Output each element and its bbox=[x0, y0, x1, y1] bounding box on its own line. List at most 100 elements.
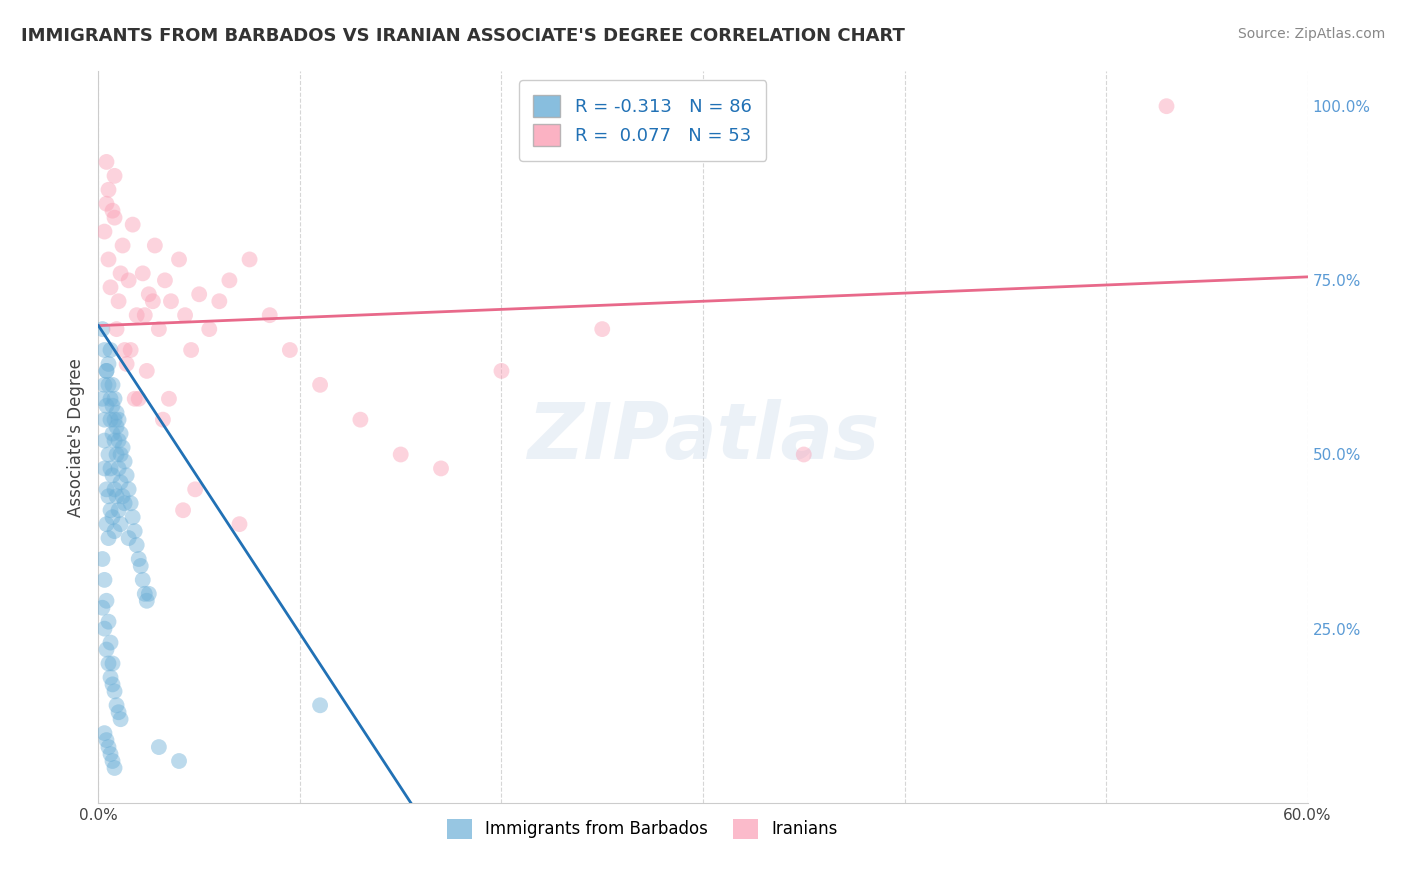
Point bbox=[107, 705, 129, 719]
Point bbox=[96, 364, 118, 378]
Point bbox=[93, 377, 115, 392]
Point bbox=[309, 698, 332, 713]
Point bbox=[125, 538, 148, 552]
Point bbox=[114, 454, 136, 468]
Point bbox=[111, 441, 134, 455]
Point bbox=[208, 294, 231, 309]
Point bbox=[153, 273, 176, 287]
Point bbox=[103, 524, 125, 538]
Point bbox=[103, 412, 125, 426]
Point bbox=[135, 364, 157, 378]
Point bbox=[128, 392, 150, 406]
Point bbox=[96, 483, 118, 497]
Point bbox=[157, 392, 180, 406]
Point bbox=[93, 412, 115, 426]
Point bbox=[96, 155, 118, 169]
Point bbox=[101, 657, 124, 671]
Point bbox=[101, 377, 124, 392]
Point bbox=[97, 615, 120, 629]
Point bbox=[114, 343, 136, 357]
Point bbox=[132, 573, 155, 587]
Point bbox=[110, 448, 132, 462]
Point bbox=[167, 754, 190, 768]
Point bbox=[389, 448, 412, 462]
Point bbox=[172, 503, 194, 517]
Point bbox=[96, 733, 118, 747]
Point bbox=[430, 461, 453, 475]
Point bbox=[100, 412, 122, 426]
Point bbox=[152, 412, 174, 426]
Point bbox=[93, 573, 115, 587]
Point bbox=[105, 419, 128, 434]
Point bbox=[105, 322, 128, 336]
Point bbox=[349, 412, 371, 426]
Point bbox=[100, 670, 122, 684]
Point bbox=[118, 273, 141, 287]
Point bbox=[97, 740, 120, 755]
Point bbox=[120, 343, 142, 357]
Point bbox=[97, 377, 120, 392]
Point bbox=[96, 594, 118, 608]
Point bbox=[138, 587, 160, 601]
Point bbox=[110, 266, 132, 280]
Point bbox=[100, 503, 122, 517]
Point bbox=[93, 434, 115, 448]
Point bbox=[100, 343, 122, 357]
Point bbox=[218, 273, 240, 287]
Point bbox=[103, 761, 125, 775]
Point bbox=[97, 448, 120, 462]
Point bbox=[97, 357, 120, 371]
Point bbox=[93, 225, 115, 239]
Point bbox=[101, 426, 124, 441]
Point bbox=[101, 754, 124, 768]
Point bbox=[97, 657, 120, 671]
Point bbox=[97, 531, 120, 545]
Point bbox=[124, 392, 146, 406]
Point bbox=[107, 434, 129, 448]
Point bbox=[278, 343, 301, 357]
Y-axis label: Associate's Degree: Associate's Degree bbox=[66, 358, 84, 516]
Point bbox=[103, 684, 125, 698]
Point bbox=[198, 322, 221, 336]
Point bbox=[93, 622, 115, 636]
Point bbox=[180, 343, 202, 357]
Point bbox=[91, 552, 114, 566]
Point bbox=[93, 343, 115, 357]
Point bbox=[124, 524, 146, 538]
Point bbox=[115, 357, 138, 371]
Point bbox=[118, 531, 141, 545]
Point bbox=[121, 218, 143, 232]
Point bbox=[91, 392, 114, 406]
Point bbox=[134, 587, 156, 601]
Point bbox=[114, 496, 136, 510]
Point bbox=[148, 740, 170, 755]
Point bbox=[167, 252, 190, 267]
Point bbox=[103, 434, 125, 448]
Point bbox=[101, 399, 124, 413]
Point bbox=[100, 280, 122, 294]
Point bbox=[118, 483, 141, 497]
Point bbox=[105, 406, 128, 420]
Point bbox=[101, 203, 124, 218]
Point bbox=[174, 308, 197, 322]
Point bbox=[121, 510, 143, 524]
Point bbox=[132, 266, 155, 280]
Point bbox=[125, 308, 148, 322]
Point bbox=[105, 489, 128, 503]
Point bbox=[110, 426, 132, 441]
Point bbox=[115, 468, 138, 483]
Point bbox=[97, 252, 120, 267]
Point bbox=[111, 489, 134, 503]
Point bbox=[105, 448, 128, 462]
Point bbox=[143, 238, 166, 252]
Point bbox=[259, 308, 281, 322]
Point bbox=[1156, 99, 1178, 113]
Point bbox=[103, 483, 125, 497]
Point bbox=[105, 698, 128, 713]
Point bbox=[93, 726, 115, 740]
Point bbox=[97, 489, 120, 503]
Point bbox=[134, 308, 156, 322]
Point bbox=[96, 517, 118, 532]
Point bbox=[491, 364, 513, 378]
Point bbox=[128, 552, 150, 566]
